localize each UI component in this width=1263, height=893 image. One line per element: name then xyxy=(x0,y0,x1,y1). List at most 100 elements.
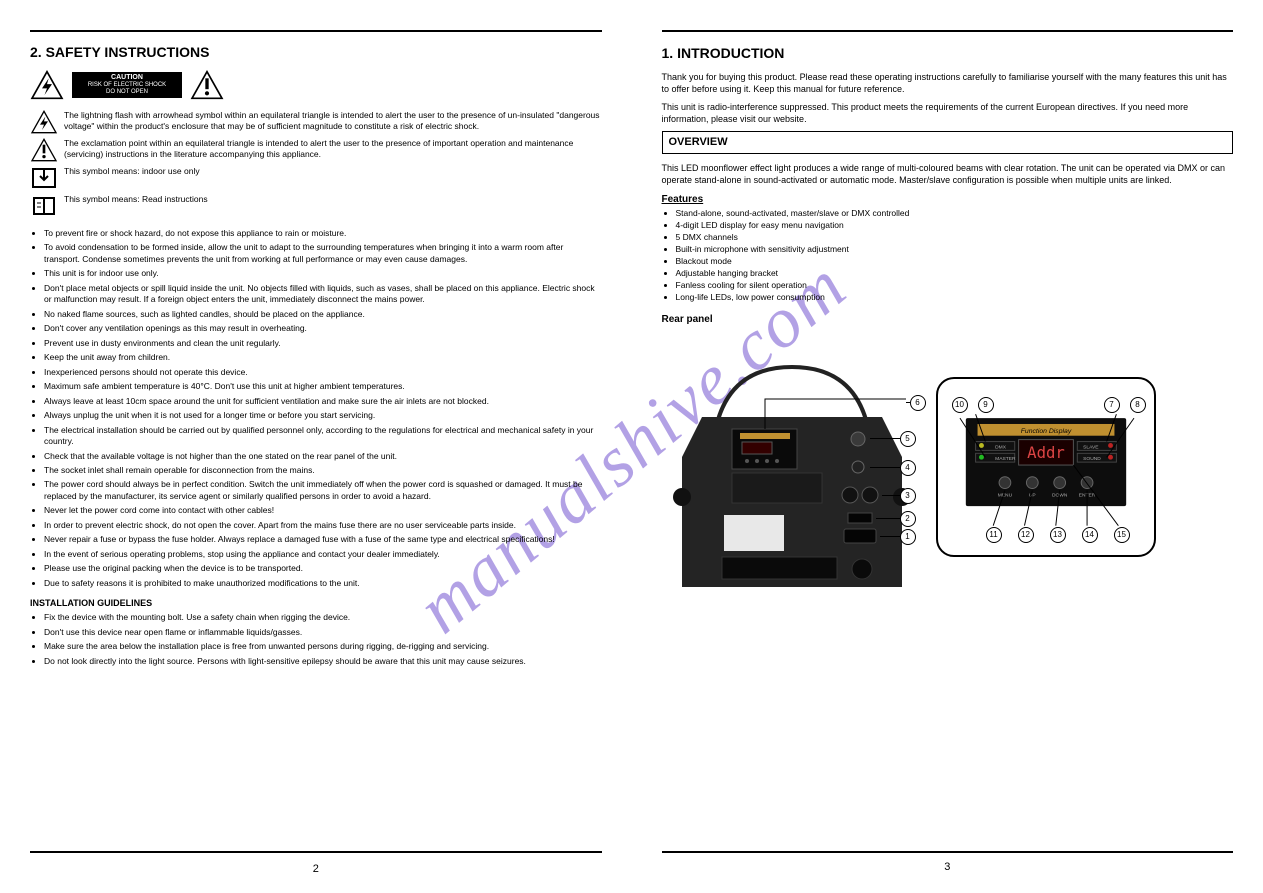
callout-10: 10 xyxy=(952,397,968,413)
bullet: Prevent use in dusty environments and cl… xyxy=(44,338,602,349)
row-manual-text: This symbol means: Read instructions xyxy=(64,194,602,205)
svg-text:UP: UP xyxy=(1028,492,1035,498)
bullet: Check that the available voltage is not … xyxy=(44,451,602,462)
overview-desc: This LED moonflower effect light produce… xyxy=(662,162,1234,186)
feature: Fanless cooling for silent operation xyxy=(676,280,1234,291)
rule-top xyxy=(662,30,1234,32)
bullet: Don't place metal objects or spill liqui… xyxy=(44,283,602,306)
safety-bullets: To prevent fire or shock hazard, do not … xyxy=(30,228,602,667)
feature: Adjustable hanging bracket xyxy=(676,268,1234,279)
indoor-icon xyxy=(30,166,58,190)
spread: 2. SAFETY INSTRUCTIONS CAUTION RISK OF E… xyxy=(0,0,1263,893)
svg-text:SOUND: SOUND xyxy=(1083,456,1101,462)
svg-text:DMX: DMX xyxy=(995,444,1007,450)
callout-12: 12 xyxy=(1018,527,1034,543)
callout-6: 6 xyxy=(906,395,926,411)
callout-11: 11 xyxy=(986,527,1002,543)
callout-1: 1 xyxy=(880,529,916,545)
rear-device-figure: 6 5 4 3 2 1 xyxy=(662,337,922,597)
feature: 4-digit LED display for easy menu naviga… xyxy=(676,220,1234,231)
bullet: Do not look directly into the light sour… xyxy=(44,656,602,667)
bullet: To prevent fire or shock hazard, do not … xyxy=(44,228,602,239)
feature: Stand-alone, sound-activated, master/sla… xyxy=(676,208,1234,219)
row-indoor: This symbol means: indoor use only xyxy=(30,166,602,190)
section-title-intro: 1. INTRODUCTION xyxy=(662,44,1234,63)
callout-8: 8 xyxy=(1130,397,1146,413)
manual-icon xyxy=(30,194,58,218)
callout-5: 5 xyxy=(870,431,916,447)
bullet: Please use the original packing when the… xyxy=(44,563,602,574)
feature: 5 DMX channels xyxy=(676,232,1234,243)
feature: Long-life LEDs, low power consumption xyxy=(676,292,1234,303)
bullet: Make sure the area below the installatio… xyxy=(44,641,602,652)
caution-line3: DO NOT OPEN xyxy=(76,89,178,96)
caution-label: CAUTION RISK OF ELECTRIC SHOCK DO NOT OP… xyxy=(72,72,182,99)
svg-text:MENU: MENU xyxy=(997,492,1012,498)
caution-line1: CAUTION xyxy=(76,74,178,82)
callout-15: 15 xyxy=(1114,527,1130,543)
svg-text:SLAVE: SLAVE xyxy=(1083,444,1099,450)
row-manual: This symbol means: Read instructions xyxy=(30,194,602,218)
bullet: Always leave at least 10cm space around … xyxy=(44,396,602,407)
page-right: 1. INTRODUCTION Thank you for buying thi… xyxy=(632,0,1263,893)
caution-line2: RISK OF ELECTRIC SHOCK xyxy=(76,82,178,89)
section-title-safety: 2. SAFETY INSTRUCTIONS xyxy=(30,44,602,60)
bullet: The electrical installation should be ca… xyxy=(44,425,602,448)
row-indoor-text: This symbol means: indoor use only xyxy=(64,166,602,177)
svg-text:MASTER: MASTER xyxy=(995,456,1016,462)
bullet: The power cord should always be in perfe… xyxy=(44,479,602,502)
page-number: 2 xyxy=(313,863,319,875)
bolt-triangle-icon xyxy=(30,110,58,134)
display-closeup-figure: Function Display DMX MASTER SLAVE SOUND … xyxy=(936,377,1156,557)
page-left: 2. SAFETY INSTRUCTIONS CAUTION RISK OF E… xyxy=(0,0,632,893)
bullet: To avoid condensation to be formed insid… xyxy=(44,242,602,265)
bullet: Fix the device with the mounting bolt. U… xyxy=(44,612,602,623)
rear-heading: Rear panel xyxy=(662,313,1234,327)
bullet: No naked flame sources, such as lighted … xyxy=(44,309,602,320)
callout-3: 3 xyxy=(882,488,916,504)
feature: Built-in microphone with sensitivity adj… xyxy=(676,244,1234,255)
bullet: In order to prevent electric shock, do n… xyxy=(44,520,602,531)
exclaim-triangle-icon xyxy=(190,70,224,100)
row-bolt: The lightning flash with arrowhead symbo… xyxy=(30,110,602,134)
bullet: Don't cover any ventilation openings as … xyxy=(44,323,602,334)
callout-2: 2 xyxy=(876,511,916,527)
bullet: Never let the power cord come into conta… xyxy=(44,505,602,516)
bullet: Don't use this device near open flame or… xyxy=(44,627,602,638)
bullet: Keep the unit away from children. xyxy=(44,352,602,363)
callout-4: 4 xyxy=(870,460,916,476)
callout-13: 13 xyxy=(1050,527,1066,543)
callout-7: 7 xyxy=(1104,397,1120,413)
svg-text:DOWN: DOWN xyxy=(1051,492,1067,498)
bullet: Never repair a fuse or bypass the fuse h… xyxy=(44,534,602,545)
page-number: 3 xyxy=(944,860,950,875)
bullet: This unit is for indoor use only. xyxy=(44,268,602,279)
install-heading: INSTALLATION GUIDELINES xyxy=(30,597,602,609)
bullet: Maximum safe ambient temperature is 40°C… xyxy=(44,381,602,392)
overview-heading: OVERVIEW xyxy=(662,131,1234,154)
bullet: Due to safety reasons it is prohibited t… xyxy=(44,578,602,589)
bullet: The socket inlet shall remain operable f… xyxy=(44,465,602,476)
svg-text:Function Display: Function Display xyxy=(1020,428,1071,435)
exclaim-triangle-icon xyxy=(30,138,58,162)
bullet: Always unplug the unit when it is not us… xyxy=(44,410,602,421)
bullet: Inexperienced persons should not operate… xyxy=(44,367,602,378)
feature: Blackout mode xyxy=(676,256,1234,267)
intro-para-1: Thank you for buying this product. Pleas… xyxy=(662,71,1234,95)
callout-14: 14 xyxy=(1082,527,1098,543)
row-bolt-text: The lightning flash with arrowhead symbo… xyxy=(64,110,602,132)
features-block: Features Stand-alone, sound-activated, m… xyxy=(662,193,1234,304)
row-exclaim: The exclamation point within an equilate… xyxy=(30,138,602,162)
rear-illustration-row: 6 5 4 3 2 1 xyxy=(662,337,1234,597)
rule-top xyxy=(30,30,602,32)
bullet: In the event of serious operating proble… xyxy=(44,549,602,560)
caution-banner: CAUTION RISK OF ELECTRIC SHOCK DO NOT OP… xyxy=(30,70,602,100)
install-bullets: Fix the device with the mounting bolt. U… xyxy=(30,612,602,667)
svg-text:Addr: Addr xyxy=(1027,443,1065,462)
intro-para-2: This unit is radio-interference suppress… xyxy=(662,101,1234,125)
rule-bottom xyxy=(662,851,1234,853)
bolt-triangle-icon xyxy=(30,70,64,100)
row-exclaim-text: The exclamation point within an equilate… xyxy=(64,138,602,160)
rule-bottom xyxy=(30,851,602,853)
features-heading: Features xyxy=(662,193,1234,207)
